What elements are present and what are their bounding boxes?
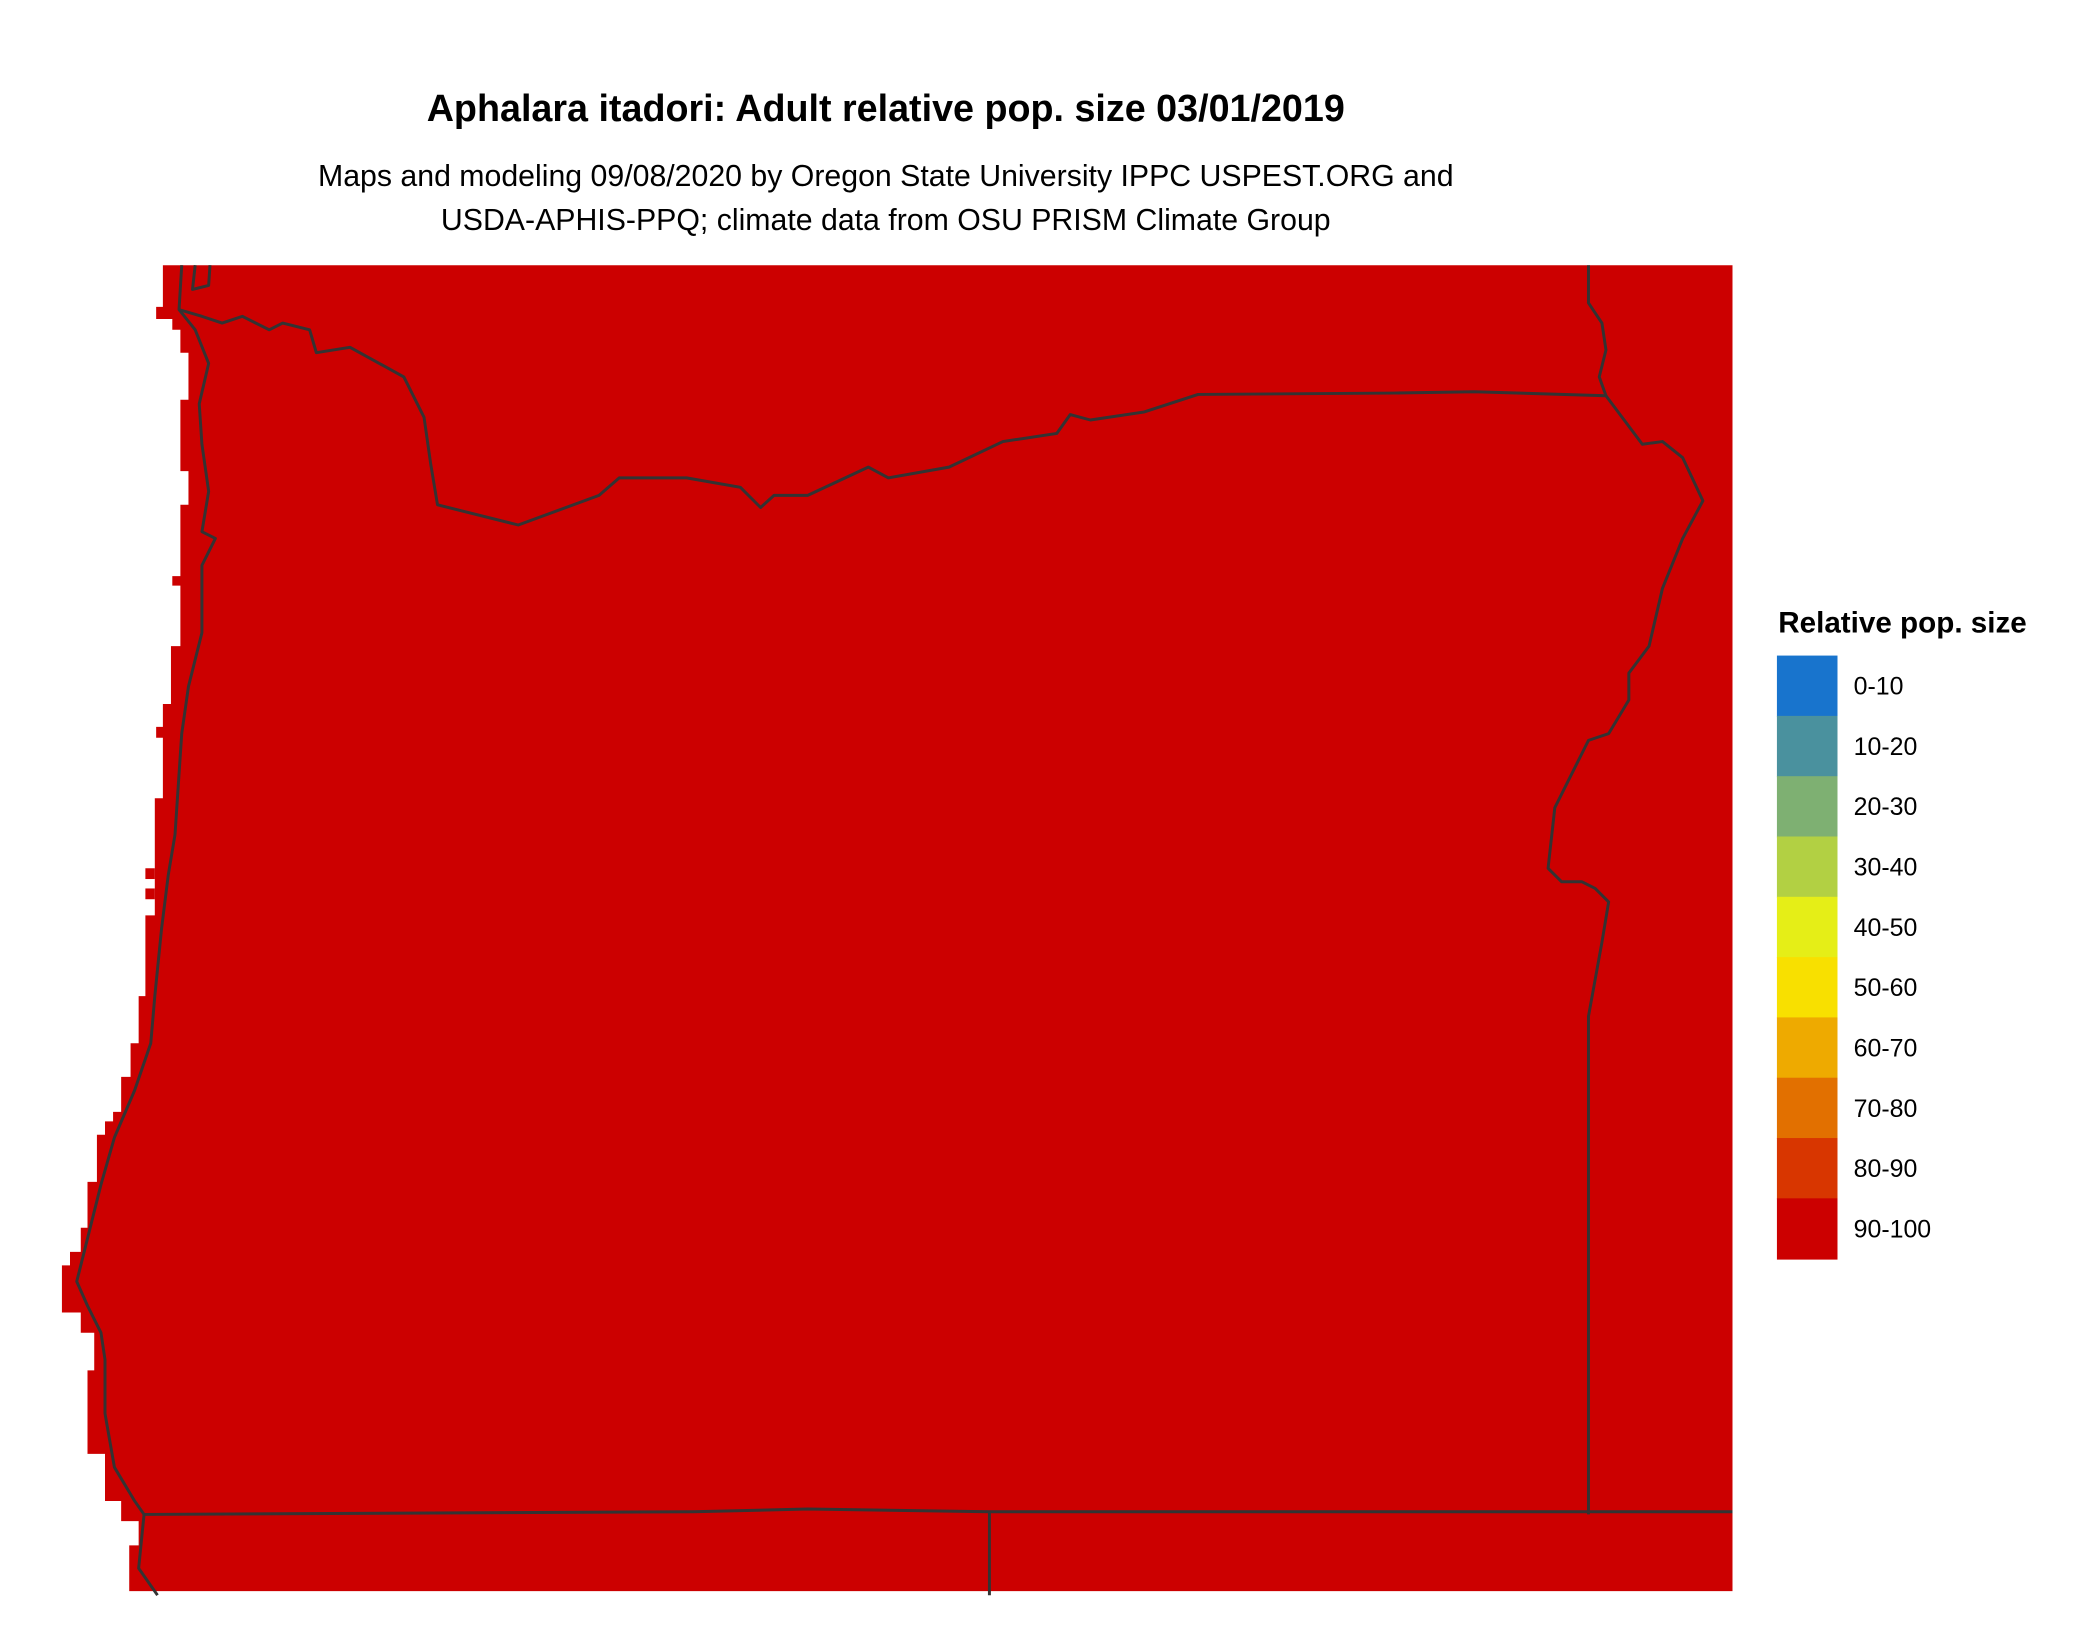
legend-swatch-80-90 [1776, 1138, 1838, 1200]
legend-label: 60-70 [1854, 1034, 1918, 1062]
legend-swatch-10-20 [1776, 715, 1838, 778]
legend-label: 80-90 [1854, 1155, 1918, 1183]
legend-label: 20-30 [1854, 793, 1918, 821]
map-subtitle-line-1: Maps and modeling 09/08/2020 by Oregon S… [318, 160, 1454, 193]
legend-label: 40-50 [1854, 914, 1918, 942]
map-panel [61, 265, 1733, 1597]
raster-islet [145, 868, 155, 880]
legend-swatch-70-80 [1776, 1077, 1838, 1139]
legend-swatch-60-70 [1776, 1017, 1838, 1079]
legend-swatch-0-10 [1776, 655, 1838, 717]
map-title: Aphalara itadori: Adult relative pop. si… [427, 87, 1345, 129]
legend: Relative pop. size 0-10 10-20 20-30 30-40 40… [1776, 607, 2027, 1260]
legend-label: 50-60 [1854, 974, 1918, 1002]
raster-islet [145, 888, 155, 900]
oregon-raster-region [61, 265, 1733, 1592]
southern-state-border [144, 1507, 1733, 1516]
legend-label: 30-40 [1854, 854, 1918, 882]
legend-swatch-40-50 [1776, 896, 1838, 959]
legend-label: 10-20 [1854, 733, 1918, 761]
legend-swatch-20-30 [1776, 776, 1838, 838]
legend-label: 70-80 [1854, 1095, 1918, 1123]
legend-swatch-90-100 [1776, 1198, 1838, 1260]
idaho-washington-border [1586, 265, 1608, 397]
legend-swatch-50-60 [1776, 957, 1838, 1019]
legend-title: Relative pop. size [1778, 607, 2026, 640]
washington-coast-line [75, 265, 217, 1597]
columbia-river-border [178, 308, 1607, 527]
legend-label: 90-100 [1854, 1215, 1932, 1243]
legend-swatch-30-40 [1776, 836, 1838, 898]
oregon-idaho-border [1546, 394, 1705, 1515]
map-subtitle-line-2: USDA-APHIS-PPQ; climate data from OSU PR… [441, 204, 1331, 237]
puget-inlet-line [191, 265, 212, 291]
legend-label: 0-10 [1854, 673, 1904, 701]
